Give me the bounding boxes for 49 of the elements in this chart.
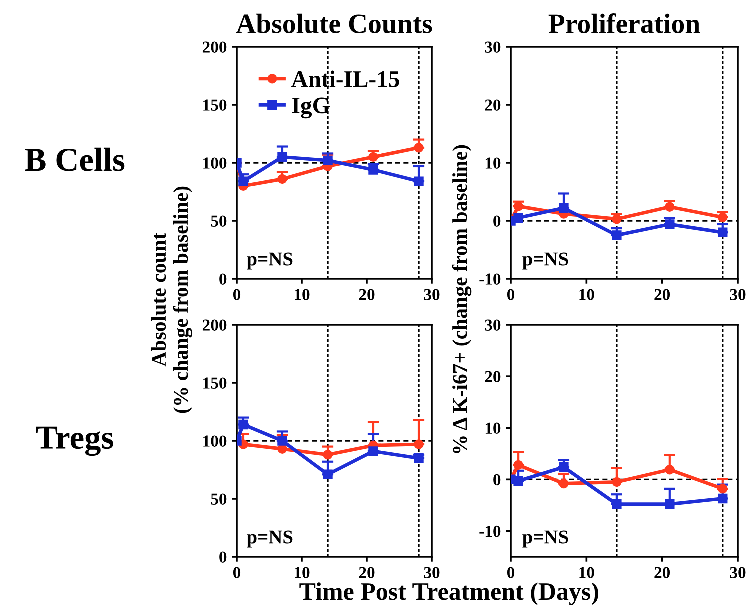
y-tick-label: 100 [204, 158, 227, 169]
y-tick-label: 30 [485, 320, 501, 331]
text: Tregs [36, 426, 114, 456]
x-tick-label: 0 [507, 289, 515, 300]
x-tick-label: 20 [654, 567, 670, 578]
annotation: p=NS [246, 530, 293, 548]
x-tick-label: 20 [654, 289, 670, 300]
x-tick-label: 0 [507, 567, 515, 578]
text: B Cells [25, 148, 125, 172]
x-tick-label: 10 [580, 289, 594, 300]
chart-title: Proliferation [548, 14, 700, 34]
x-tick-label: 0 [233, 289, 241, 300]
x-tick-label: 10 [295, 289, 310, 300]
annotation: p=NS [522, 252, 568, 270]
x-tick-label: 30 [730, 289, 746, 300]
y-tick-label: 100 [204, 436, 227, 447]
x-tick-label: 20 [359, 567, 375, 578]
x-tick-label: 10 [580, 567, 594, 578]
y-tick-label: -10 [480, 526, 501, 538]
x-tick-label: 30 [730, 567, 746, 578]
legend-label: IgG [292, 98, 330, 119]
y-tick-label: -10 [480, 274, 501, 285]
chart-title: Absolute Counts [236, 14, 432, 34]
y-tick-label: 10 [486, 158, 501, 169]
y-tick-label: 150 [204, 100, 227, 111]
y-tick-label: 200 [202, 320, 227, 331]
y-tick-label: 0 [494, 216, 501, 227]
y-tick-label: 20 [485, 371, 501, 382]
y-tick-label: 0 [494, 474, 501, 486]
y-tick-label: 150 [204, 378, 227, 389]
y-tick-label: 20 [485, 100, 501, 111]
y-tick-label: 30 [485, 42, 501, 53]
annotation: p=NS [522, 530, 568, 548]
x-tick-label: 10 [295, 567, 310, 578]
y-tick-label: 200 [202, 42, 227, 53]
legend-label: Anti-IL-15 [292, 70, 400, 88]
y-tick-label: 10 [486, 422, 501, 434]
annotation: p=NS [246, 252, 293, 270]
x-tick-label: 30 [424, 289, 440, 300]
x-tick-label: 30 [424, 567, 440, 578]
y-tick-label: 0 [220, 274, 227, 285]
y-axis-title: Absolute count (% change from baseline) [151, 186, 193, 414]
x-axis-title: Time Post Treatment (Days) [300, 582, 598, 606]
y-tick-label: 50 [211, 494, 227, 505]
y-tick-label: 0 [220, 552, 227, 563]
y-axis-title: % Δ K-i67+ (change from baseline) [452, 145, 472, 454]
y-tick-label: 50 [211, 216, 227, 227]
x-tick-label: 20 [359, 289, 375, 300]
x-tick-label: 0 [233, 567, 241, 578]
